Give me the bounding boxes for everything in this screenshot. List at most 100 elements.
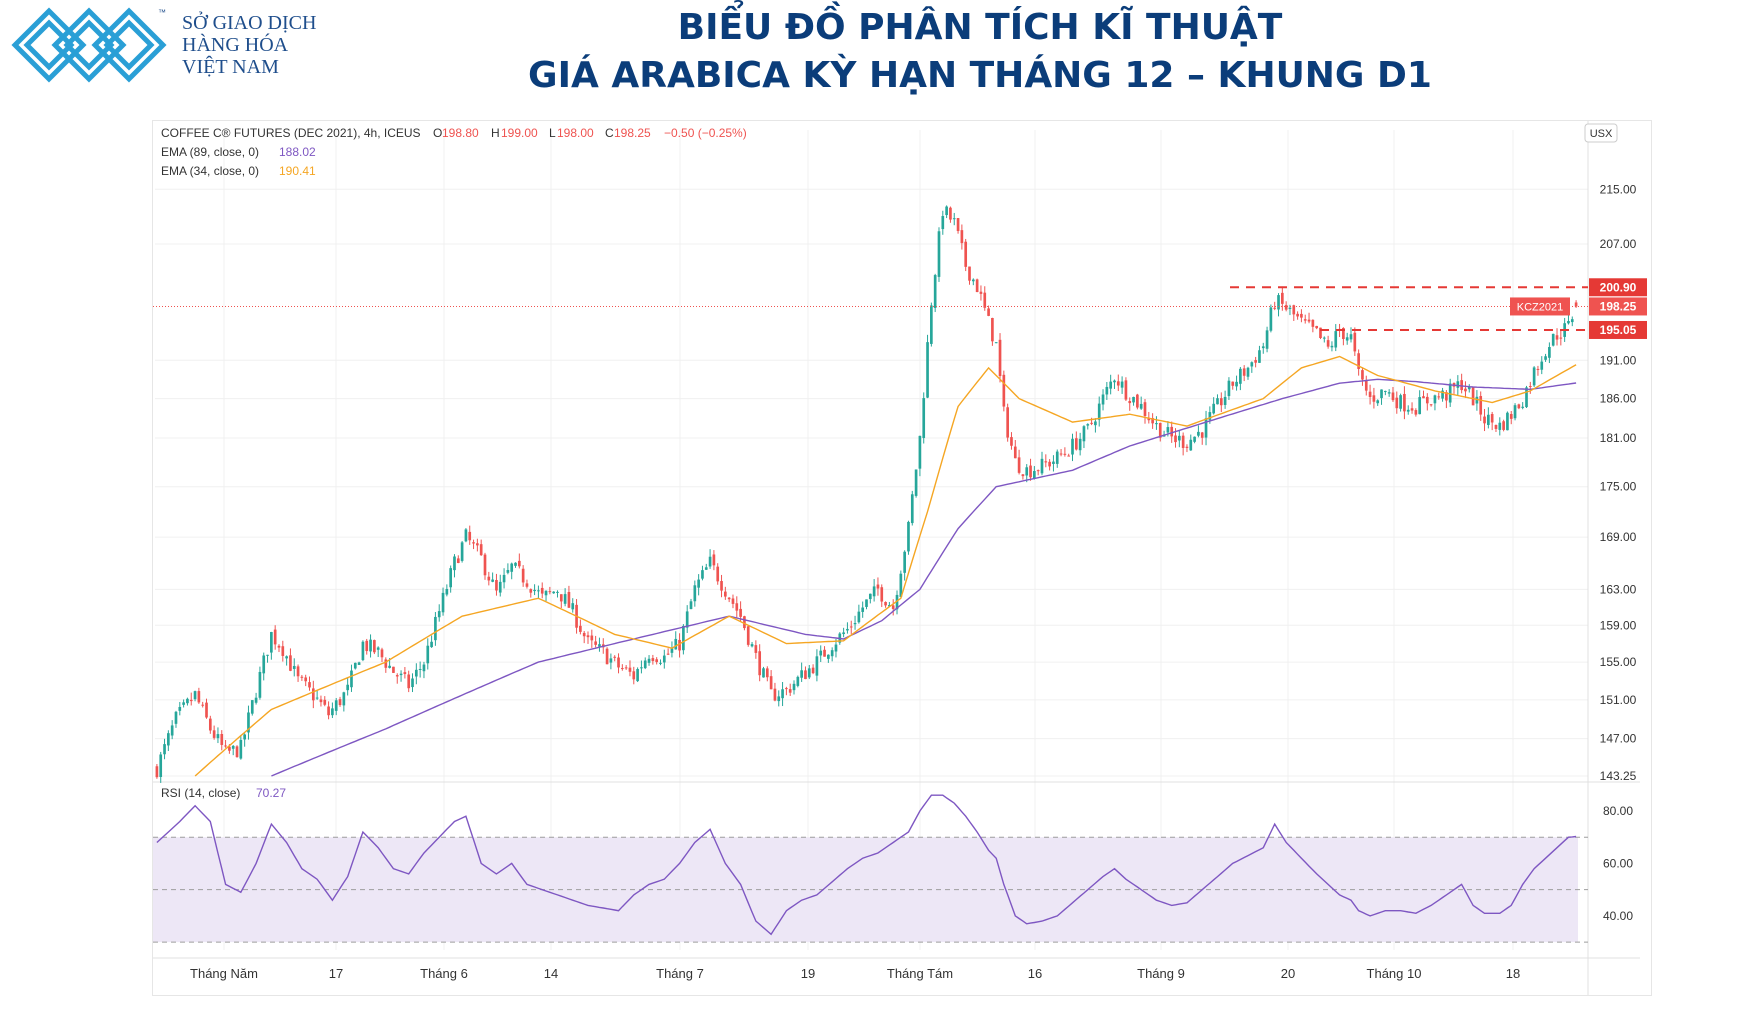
candle-body	[1128, 401, 1132, 404]
candle-body	[834, 644, 838, 652]
candle-body	[1322, 337, 1326, 339]
candle-body	[1116, 381, 1120, 386]
x-tick-label: Tháng Năm	[190, 966, 258, 981]
candle-body	[1406, 409, 1410, 412]
candle-body	[1181, 435, 1185, 448]
candle-body	[1097, 403, 1101, 420]
candle-body	[613, 656, 617, 658]
candle-body	[193, 691, 197, 700]
candle-body	[224, 745, 227, 747]
candle-body	[746, 626, 750, 645]
candle-body	[743, 616, 746, 629]
candle-body	[1292, 305, 1296, 315]
candle-body	[609, 658, 613, 663]
candle-body	[552, 591, 556, 594]
candle-body	[1521, 406, 1525, 408]
candle-body	[1017, 457, 1021, 473]
candle-body	[1536, 368, 1540, 370]
candle-body	[1120, 381, 1124, 388]
candle-body	[1036, 470, 1040, 472]
candle-body	[437, 611, 441, 618]
candle-body	[243, 734, 246, 740]
candle-body	[781, 689, 784, 699]
legend-close: 198.25	[614, 126, 651, 140]
candle-body	[517, 560, 521, 567]
x-tick-label: 16	[1028, 966, 1042, 981]
candle-body	[1574, 302, 1578, 307]
candle-body	[1052, 461, 1055, 464]
candle-body	[621, 668, 624, 670]
candle-body	[270, 632, 273, 653]
candle-body	[559, 594, 563, 602]
candle-body	[750, 644, 754, 647]
last-price-tag	[1589, 297, 1647, 316]
candle-body	[735, 603, 739, 611]
candle-body	[369, 639, 372, 652]
y-tick-label: 191.00	[1600, 353, 1637, 367]
candle-body	[1055, 451, 1059, 464]
candle-body	[254, 697, 258, 703]
candle-body	[1433, 395, 1437, 404]
candle-body	[422, 664, 426, 672]
candle-body	[1219, 398, 1223, 406]
candle-body	[346, 684, 349, 691]
candle-body	[983, 292, 987, 308]
rsi-tick-label: 60.00	[1603, 856, 1633, 870]
candle-body	[441, 592, 445, 613]
candle-body	[403, 672, 407, 675]
candle-body	[1025, 467, 1029, 476]
candle-body	[201, 704, 205, 706]
candle-body	[380, 649, 384, 658]
candle-body	[636, 669, 639, 682]
candle-body	[418, 668, 422, 670]
candle-body	[205, 702, 208, 718]
candle-body	[361, 641, 365, 661]
x-tick-label: 18	[1506, 966, 1520, 981]
legend-h-label: H	[491, 126, 500, 140]
legend-high: 199.00	[501, 126, 538, 140]
candle-body	[1010, 437, 1013, 446]
candle-body	[498, 581, 502, 593]
candle-body	[487, 576, 491, 581]
rsi-tick-label: 40.00	[1603, 909, 1633, 923]
candle-body	[216, 734, 220, 739]
candle-body	[910, 494, 914, 524]
candle-body	[1399, 395, 1402, 409]
candle-body	[868, 593, 872, 600]
x-tick-label: 19	[801, 966, 815, 981]
candle-body	[701, 570, 704, 579]
candle-body	[941, 216, 945, 230]
candle-body	[1570, 319, 1574, 323]
candle-body	[1067, 455, 1071, 457]
candle-body	[277, 645, 281, 648]
candle-body	[945, 206, 948, 216]
candle-body	[1330, 345, 1334, 348]
candle-body	[407, 674, 411, 689]
candle-body	[1384, 390, 1387, 392]
candle-body	[1063, 453, 1067, 455]
candle-body	[1380, 389, 1383, 399]
candle-body	[250, 700, 254, 714]
y-tick-label: 169.00	[1600, 530, 1637, 544]
candle-body	[300, 676, 304, 678]
candle-body	[998, 339, 1002, 377]
candle-body	[579, 625, 582, 632]
candle-body	[1151, 418, 1154, 424]
candle-body	[827, 654, 830, 659]
x-tick-label: 20	[1281, 966, 1295, 981]
ema34-line	[194, 355, 1577, 777]
candle-body	[922, 398, 926, 438]
candle-body	[987, 308, 990, 316]
legend-open: 198.80	[442, 126, 479, 140]
y-tick-label: 159.00	[1600, 618, 1637, 632]
candle-body	[739, 608, 742, 617]
candle-body	[1319, 327, 1322, 339]
candle-body	[907, 521, 910, 552]
candle-body	[445, 588, 449, 595]
candle-body	[1155, 423, 1158, 425]
candle-body	[830, 650, 834, 657]
candle-body	[975, 279, 979, 293]
candle-body	[292, 665, 296, 669]
y-tick-label: 175.00	[1600, 480, 1637, 494]
